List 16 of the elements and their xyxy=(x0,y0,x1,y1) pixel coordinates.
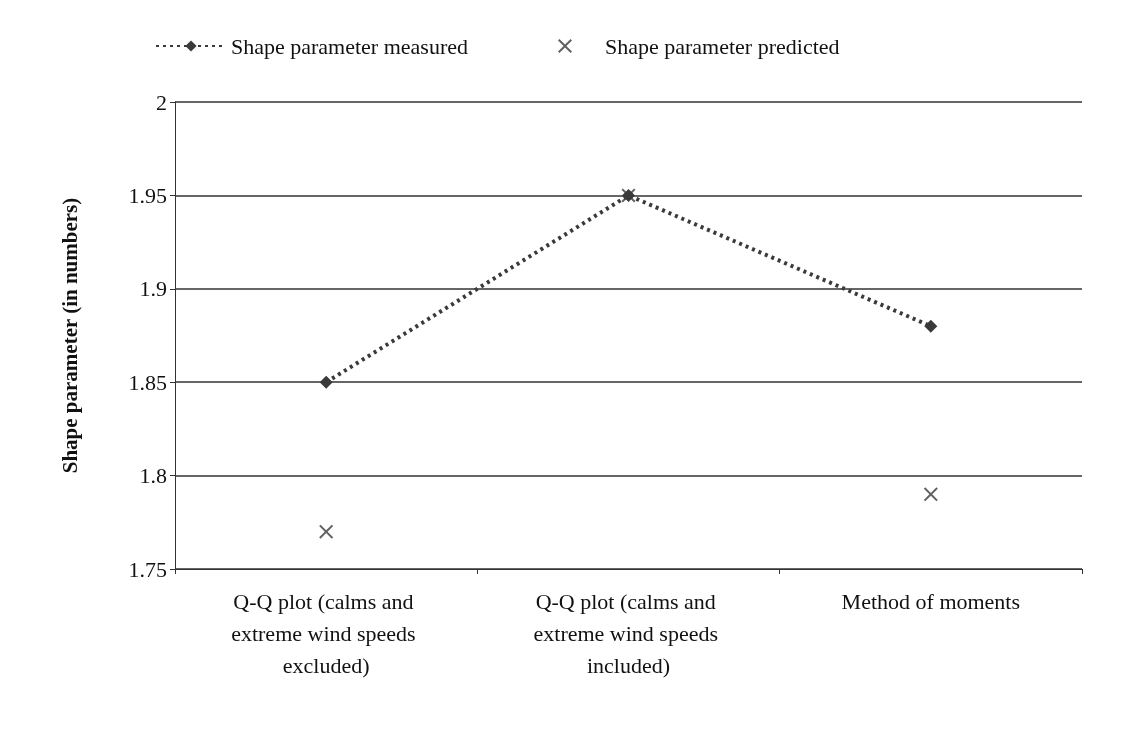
y-tick-label: 1.9 xyxy=(139,276,167,302)
point xyxy=(319,375,333,389)
point xyxy=(924,319,938,333)
x-tick-label: Method of moments xyxy=(841,588,1021,614)
y-axis-title: Shape parameter (in numbers) xyxy=(57,197,82,474)
y-tick-label: 1.95 xyxy=(128,182,167,208)
point xyxy=(923,487,938,502)
y-tick-label: 1.85 xyxy=(128,369,167,395)
x-tick-label: Q-Q plot (calms and extreme wind speeds included) xyxy=(533,588,724,678)
legend-label: Shape parameter predicted xyxy=(604,33,840,59)
y-tick-label: 2 xyxy=(156,89,167,115)
y-tick-label: 1.8 xyxy=(139,463,167,489)
y-tick-label: 1.75 xyxy=(128,556,167,582)
legend-label: Shape parameter measured xyxy=(231,33,468,59)
x-tick-label: Q-Q plot (calms and extreme wind speeds excluded) xyxy=(231,588,422,678)
point xyxy=(319,524,334,539)
